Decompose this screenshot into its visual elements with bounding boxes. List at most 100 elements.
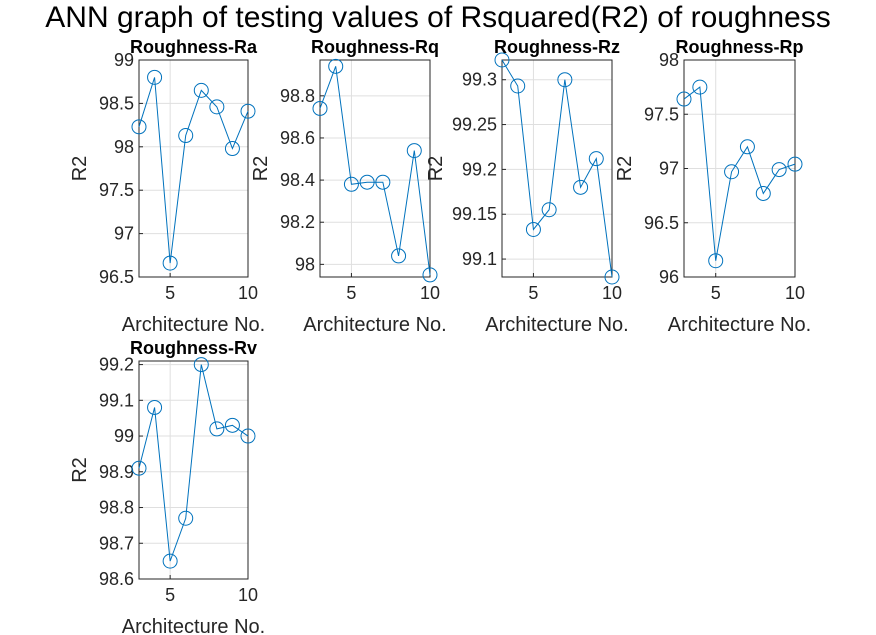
x-axis-label: Architecture No. — [303, 314, 446, 336]
y-tick-label: 99.3 — [462, 70, 497, 90]
axes-frame — [138, 59, 249, 278]
data-point — [131, 460, 147, 476]
x-tick-label: 10 — [602, 283, 622, 303]
y-tick-label: 98 — [295, 254, 315, 274]
data-point — [525, 221, 541, 237]
y-tick-label: 99.2 — [99, 355, 134, 375]
data-point — [147, 399, 163, 415]
data-point — [391, 248, 407, 264]
y-tick-label: 98.4 — [280, 170, 315, 190]
data-point — [541, 202, 557, 218]
data-point — [604, 269, 620, 285]
y-axis-label: R2 — [614, 156, 636, 182]
data-point — [131, 119, 147, 135]
data-point — [494, 52, 510, 68]
data-point — [240, 428, 256, 444]
y-tick-label: 96 — [659, 267, 679, 287]
y-tick-label: 98.9 — [99, 462, 134, 482]
subplot-1: 96.5 97 97.5 98 98.5 99 5 10 Roughness-Ra Archite… — [69, 37, 265, 336]
y-tick-label: 99.2 — [462, 159, 497, 179]
y-tick-label: 97.5 — [99, 180, 134, 200]
x-tick-label: 5 — [165, 283, 175, 303]
subplot-3: 99.1 99.15 99.2 99.25 99.3 5 10 Roughness-Rz Arc… — [425, 37, 629, 336]
figure-title: ANN graph of testing values of Rsquared(… — [45, 1, 830, 34]
x-axis-label: Architecture No. — [122, 616, 265, 635]
y-tick-label: 99 — [114, 426, 134, 446]
series-line — [138, 364, 249, 562]
y-tick-label: 99 — [114, 50, 134, 70]
x-tick-label: 5 — [711, 283, 721, 303]
data-point — [724, 164, 740, 180]
y-tick-label: 98.6 — [280, 128, 315, 148]
data-point — [193, 357, 209, 373]
data-point — [193, 82, 209, 98]
data-point — [209, 99, 225, 115]
x-tick-label: 5 — [165, 585, 175, 605]
x-axis-label: Architecture No. — [485, 314, 628, 336]
axes-background — [501, 59, 613, 278]
subplot-title: Roughness-Rv — [130, 338, 257, 358]
y-tick-label: 96.5 — [644, 213, 679, 233]
x-tick-label: 10 — [420, 283, 440, 303]
y-tick-label: 98.7 — [99, 533, 134, 553]
axes-frame — [319, 59, 431, 278]
y-axis-label: R2 — [250, 156, 272, 182]
data-point — [147, 69, 163, 85]
axes-frame — [501, 59, 613, 278]
y-tick-label: 98 — [659, 50, 679, 70]
data-point — [787, 156, 803, 172]
subplot-title: Roughness-Rp — [676, 37, 804, 57]
data-point — [557, 72, 573, 88]
y-tick-label: 98.6 — [99, 569, 134, 589]
data-point — [708, 253, 724, 269]
subplot-4: 96 96.5 97 97.5 98 5 10 Roughness-Rp Architectur… — [614, 37, 811, 336]
y-tick-label: 98.5 — [99, 93, 134, 113]
data-point — [162, 255, 178, 271]
y-axis-label: R2 — [425, 156, 447, 182]
data-point — [224, 141, 240, 157]
subplot-2: 98 98.2 98.4 98.6 98.8 5 10 Roughness-Rq Archite… — [250, 37, 447, 336]
y-tick-label: 97.5 — [644, 104, 679, 124]
data-point — [343, 176, 359, 192]
axes-background — [138, 360, 249, 580]
x-tick-label: 10 — [238, 585, 258, 605]
y-tick-label: 98.2 — [280, 212, 315, 232]
subplot-title: Roughness-Ra — [130, 37, 258, 57]
data-point — [224, 417, 240, 433]
series-line — [501, 59, 613, 278]
data-point — [359, 174, 375, 190]
axes-background — [138, 59, 249, 278]
x-tick-label: 5 — [346, 283, 356, 303]
y-axis-label: R2 — [69, 457, 91, 483]
x-axis-label: Architecture No. — [122, 314, 265, 336]
axes-frame — [683, 59, 796, 278]
y-tick-label: 99.1 — [462, 249, 497, 269]
data-point — [510, 78, 526, 94]
series-line — [319, 66, 431, 275]
data-point — [178, 128, 194, 144]
x-axis-label: Architecture No. — [668, 314, 811, 336]
y-tick-label: 99.15 — [452, 204, 497, 224]
data-point — [422, 267, 438, 283]
x-tick-label: 5 — [528, 283, 538, 303]
data-point — [406, 143, 422, 159]
subplot-title: Roughness-Rz — [494, 37, 620, 57]
data-point — [162, 553, 178, 569]
data-point — [240, 103, 256, 119]
data-point — [209, 421, 225, 437]
axes-background — [319, 59, 431, 278]
data-point — [375, 174, 391, 190]
data-point — [692, 79, 708, 95]
y-tick-label: 99.1 — [99, 390, 134, 410]
y-axis-label: R2 — [69, 156, 91, 182]
data-point — [178, 510, 194, 526]
data-point — [573, 179, 589, 195]
subplot-title: Roughness-Rq — [311, 37, 439, 57]
data-point — [676, 91, 692, 107]
x-tick-label: 10 — [238, 283, 258, 303]
y-tick-label: 97 — [114, 224, 134, 244]
y-tick-label: 98.8 — [280, 86, 315, 106]
y-tick-label: 99.25 — [452, 115, 497, 135]
y-tick-label: 98 — [114, 137, 134, 157]
